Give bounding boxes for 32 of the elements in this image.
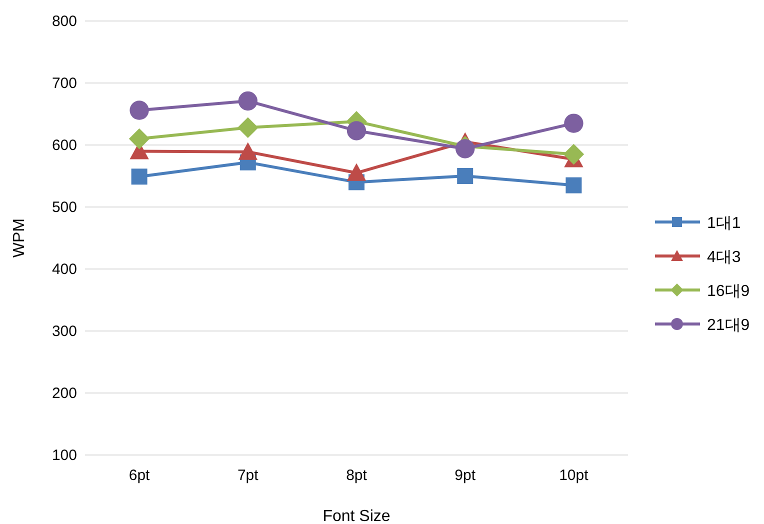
y-tick-label: 500 (52, 199, 77, 216)
y-axis-title: WPM (11, 218, 28, 258)
x-tick-label: 6pt (128, 467, 151, 484)
x-tick-label: 8pt (346, 467, 368, 484)
y-tick-label: 700 (52, 75, 77, 92)
point (566, 177, 582, 194)
y-tick-label: 300 (52, 323, 77, 340)
y-tick-label: 600 (52, 137, 77, 154)
y-tick-label: 800 (52, 13, 77, 30)
y-tick-label: 200 (52, 385, 77, 402)
point (457, 168, 474, 184)
point (238, 91, 258, 111)
point (564, 114, 584, 133)
point (238, 117, 258, 138)
legend-label: 4대3 (707, 249, 741, 266)
legend-label: 1대1 (707, 215, 741, 232)
point (346, 163, 366, 181)
legend-label: 16대9 (707, 283, 750, 300)
legend-label: 21대9 (707, 317, 750, 334)
point (238, 142, 258, 160)
point (130, 100, 149, 120)
point (563, 144, 584, 165)
point (456, 139, 475, 158)
x-tick-label: 9pt (454, 467, 476, 484)
x-tick-label: 10pt (559, 467, 590, 484)
y-tick-label: 100 (52, 447, 77, 464)
x-tick-label: 7pt (237, 467, 260, 484)
point (128, 128, 150, 150)
x-axis-title: Font Size (322, 508, 390, 524)
point (131, 168, 148, 185)
point (346, 121, 366, 140)
y-tick-label: 400 (52, 261, 77, 278)
